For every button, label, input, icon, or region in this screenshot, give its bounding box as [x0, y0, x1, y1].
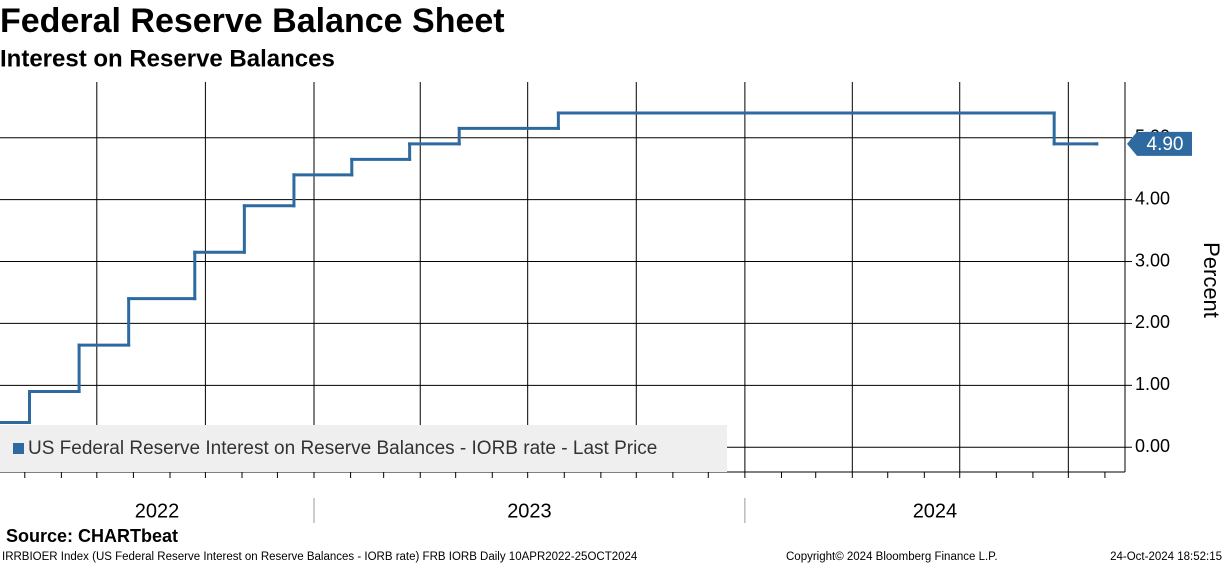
x-tick-label: 2024: [913, 500, 958, 522]
legend-swatch: [13, 443, 24, 454]
x-tick-label: 2023: [507, 500, 552, 522]
last-price-marker: [1127, 131, 1192, 156]
legend-label: US Federal Reserve Interest on Reserve B…: [28, 438, 657, 459]
chart-title: Federal Reserve Balance Sheet: [0, 2, 505, 40]
chart-subtitle: Interest on Reserve Balances: [0, 45, 335, 72]
y-tick-label: 4.00: [1135, 188, 1170, 208]
source: Source: CHARTbeat: [6, 526, 178, 546]
y-tick-label: 2.00: [1135, 312, 1170, 332]
footer-left: IRRBIOER Index (US Federal Reserve Inter…: [2, 551, 638, 563]
y-axis-label: Percent: [1199, 242, 1224, 318]
footer-center: Copyright© 2024 Bloomberg Finance L.P.: [786, 551, 998, 563]
legend-box: [0, 425, 727, 472]
x-tick-label: 2022: [135, 500, 180, 522]
y-tick-label: 0.00: [1135, 436, 1170, 456]
last-price-label: 4.90: [1147, 134, 1184, 155]
y-tick-label: 1.00: [1135, 374, 1170, 394]
footer-right: 24-Oct-2024 18:52:15: [1110, 551, 1222, 563]
y-tick-label: 3.00: [1135, 250, 1170, 270]
